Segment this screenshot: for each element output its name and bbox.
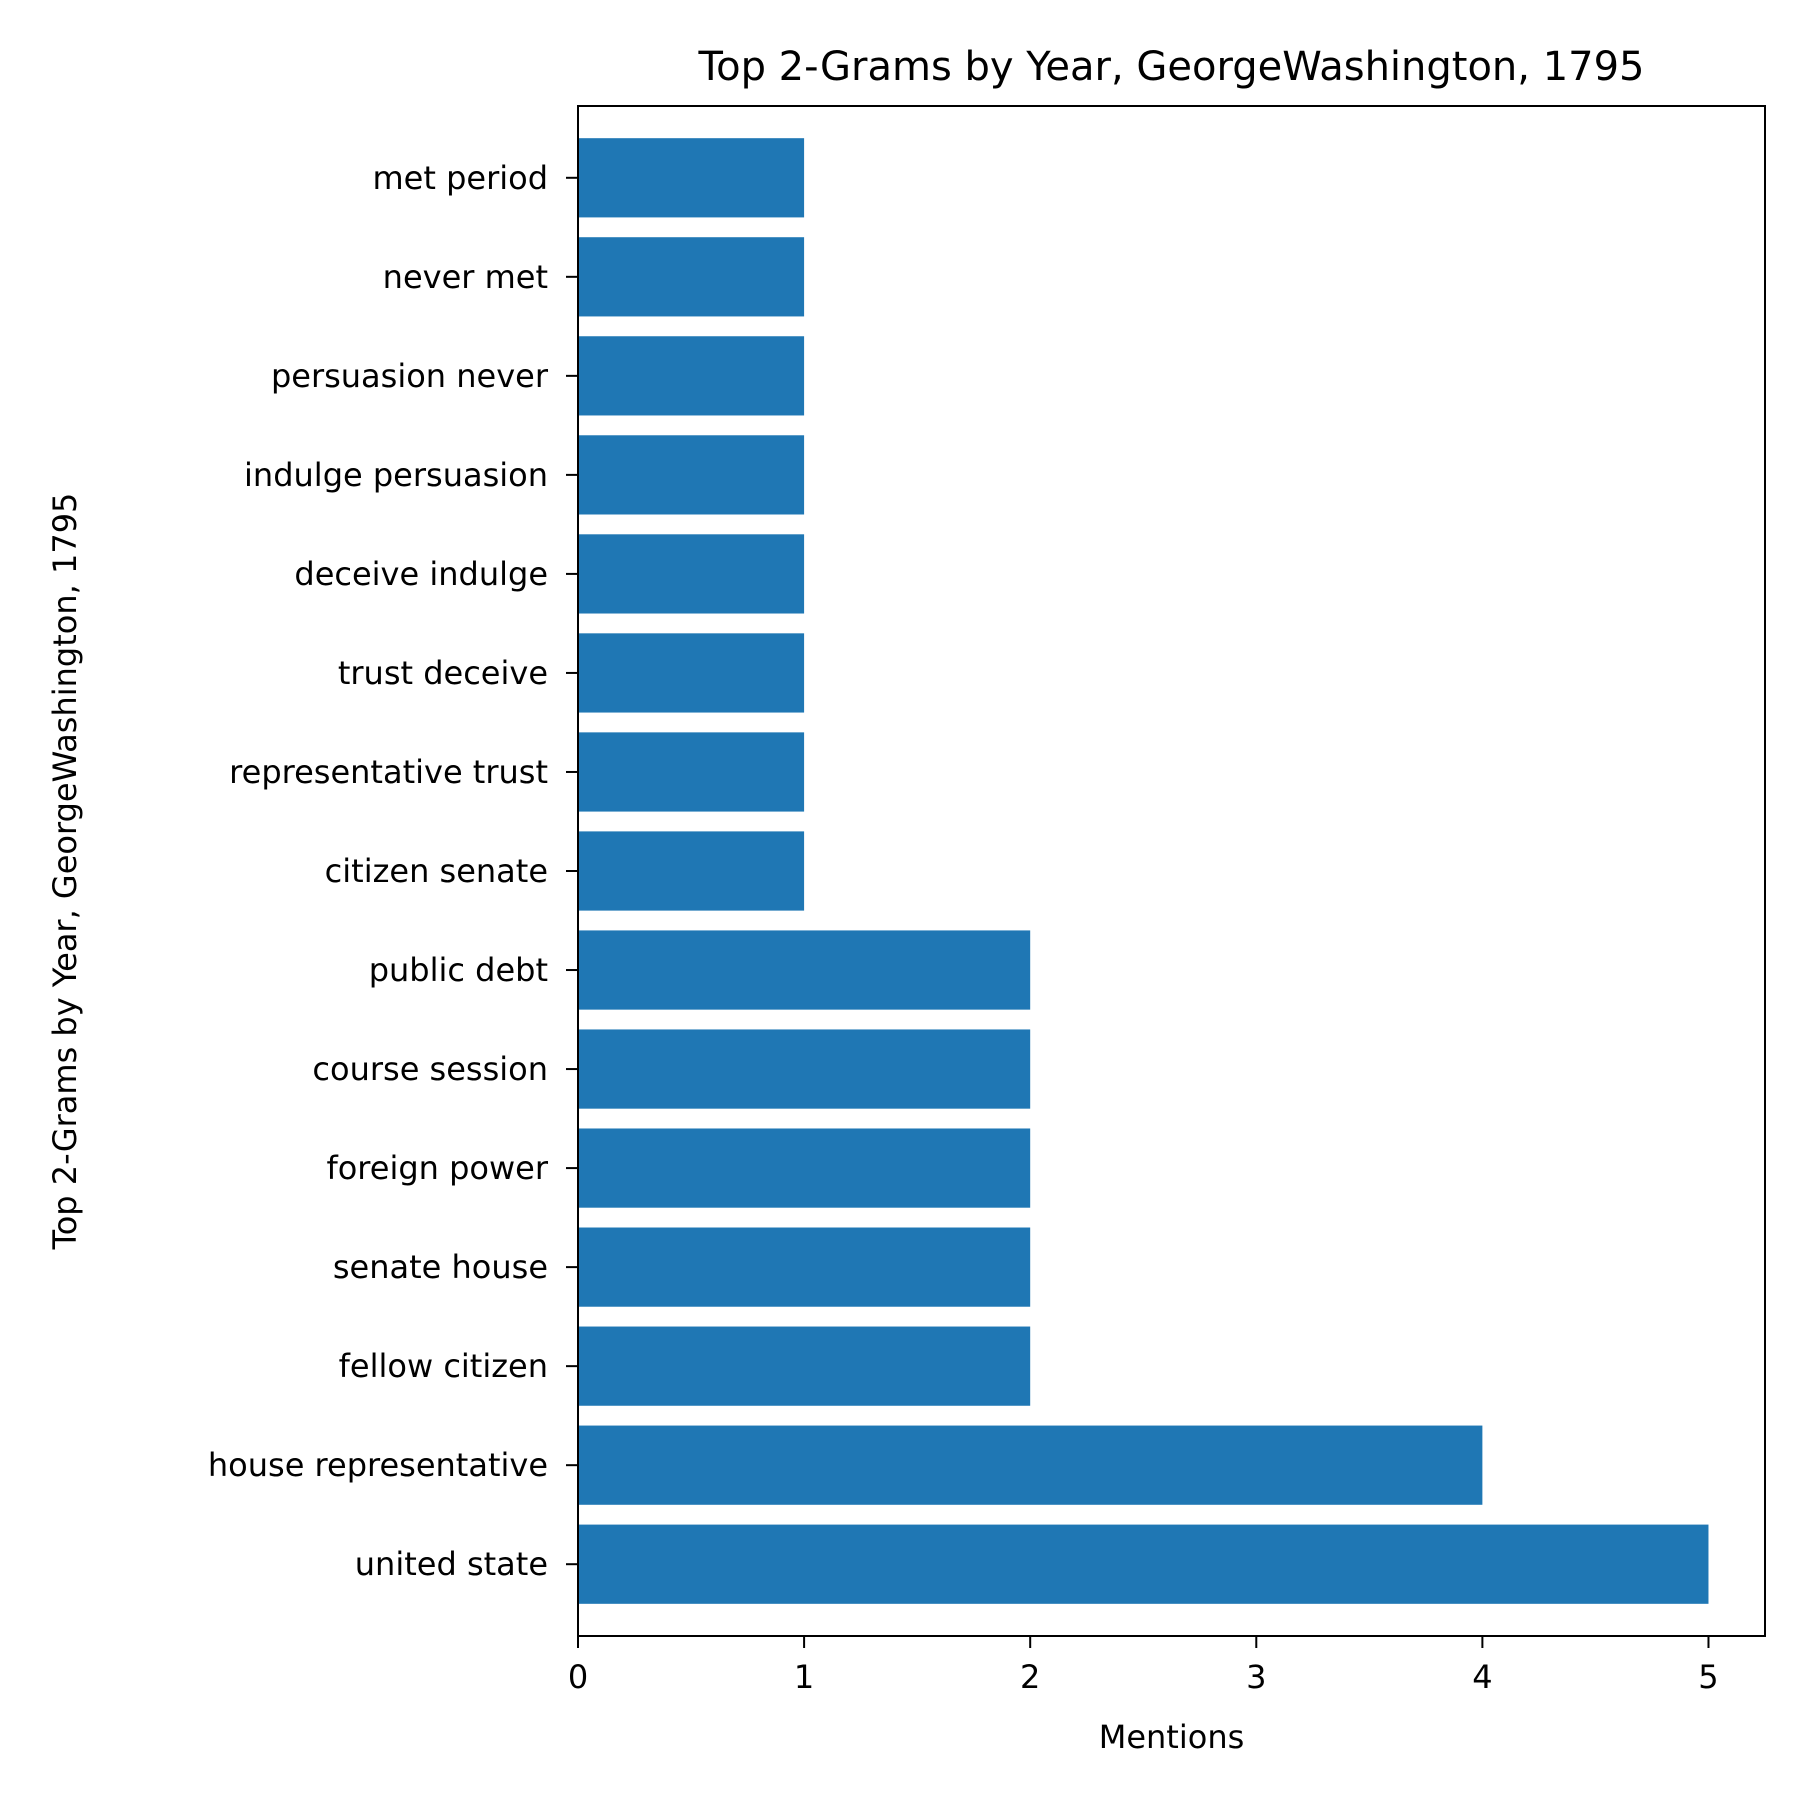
y-tick-label: deceive indulge (294, 555, 548, 593)
bar (578, 336, 805, 416)
y-tick-label: public debt (369, 951, 548, 989)
y-tick-label: course session (312, 1050, 548, 1088)
y-tick-label: never met (383, 258, 548, 296)
y-tick-label: citizen senate (325, 852, 548, 890)
bar (578, 1128, 1031, 1208)
x-tick-label: 2 (1020, 1658, 1040, 1696)
bar (578, 1029, 1031, 1109)
y-tick-label: persuasion never (271, 357, 549, 395)
bar (578, 138, 805, 218)
bar (578, 534, 805, 614)
bar (578, 930, 1031, 1010)
y-tick-label: house representative (208, 1446, 548, 1484)
x-tick-label: 1 (794, 1658, 814, 1696)
x-axis-label: Mentions (1099, 1718, 1245, 1756)
chart-title: Top 2-Grams by Year, GeorgeWashington, 1… (697, 44, 1644, 90)
y-tick-label: fellow citizen (339, 1347, 548, 1385)
x-ticks-group: 0 1 2 3 4 5 (568, 1636, 1719, 1696)
bar (578, 1326, 1031, 1406)
bar (578, 732, 805, 812)
bar (578, 1227, 1031, 1307)
y-tick-label: met period (372, 159, 548, 197)
y-ticks-group: united state house representative fellow c… (208, 159, 578, 1583)
bar (578, 633, 805, 713)
y-axis-label: Top 2-Grams by Year, GeorgeWashington, 1… (46, 493, 84, 1251)
bars-group (578, 138, 1709, 1604)
y-tick-label: united state (355, 1545, 548, 1583)
x-tick-label: 4 (1472, 1658, 1492, 1696)
x-tick-label: 0 (568, 1658, 588, 1696)
x-tick-label: 3 (1246, 1658, 1266, 1696)
y-tick-label: trust deceive (338, 654, 548, 692)
y-tick-label: foreign power (326, 1149, 548, 1187)
bar (578, 435, 805, 515)
bar (578, 1524, 1709, 1604)
y-tick-label: senate house (333, 1248, 548, 1286)
y-tick-label: indulge persuasion (244, 456, 548, 494)
y-tick-label: representative trust (229, 753, 548, 791)
bar (578, 831, 805, 911)
x-tick-label: 5 (1698, 1658, 1718, 1696)
bar (578, 237, 805, 317)
bar (578, 1425, 1483, 1505)
plot-frame (577, 105, 1766, 1637)
